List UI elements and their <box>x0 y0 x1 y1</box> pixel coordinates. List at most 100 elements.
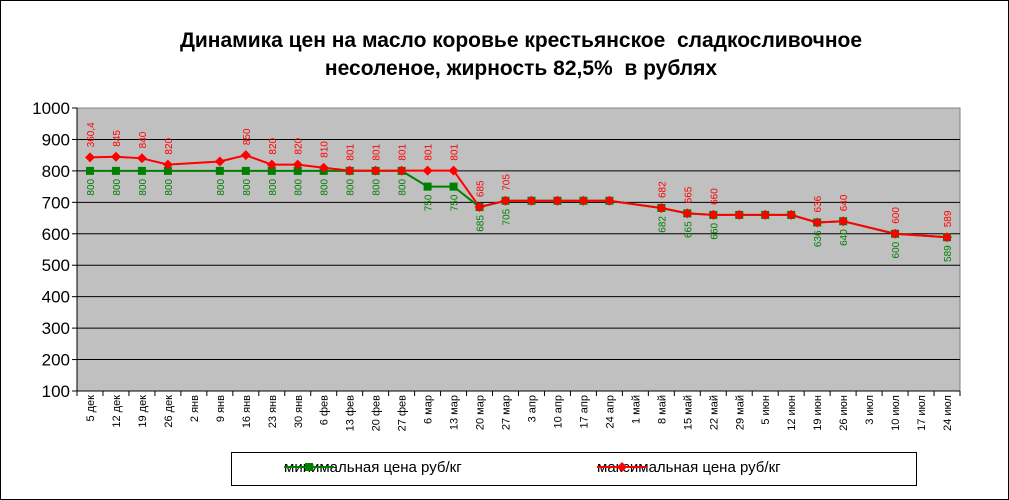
data-label-min: 800 <box>320 178 331 195</box>
x-tick-label: 17 июл <box>916 395 928 431</box>
data-label-max: 845 <box>112 130 123 147</box>
x-tick-label: 5 дек <box>85 395 97 422</box>
y-tick-label: 500 <box>42 256 70 275</box>
data-label-min: 665 <box>683 221 694 238</box>
data-label-max: 640 <box>839 194 850 211</box>
y-tick-label: 100 <box>42 382 70 401</box>
data-point-max <box>474 202 485 213</box>
data-point-max <box>136 153 147 164</box>
x-tick-label: 26 июн <box>838 395 850 431</box>
legend-swatch-min <box>284 463 334 471</box>
data-label-max: 685 <box>476 180 487 197</box>
data-point-max <box>682 208 693 219</box>
data-label-min: 800 <box>86 178 97 195</box>
x-tick-label: 9 янв <box>215 395 227 422</box>
data-point-min <box>449 182 458 191</box>
data-point-max <box>812 217 823 228</box>
x-tick-label: 6 фев <box>319 395 331 425</box>
data-label-min: 636 <box>813 230 824 247</box>
data-point-max <box>396 165 407 176</box>
x-tick-label: 20 фев <box>371 395 383 431</box>
legend-item-min: минимальная цена руб/кг <box>284 459 462 476</box>
x-tick-label: 29 май <box>734 395 746 430</box>
data-label-min: 800 <box>112 178 123 195</box>
data-label-max: 801 <box>424 143 435 160</box>
y-tick-label: 900 <box>42 130 70 149</box>
data-label-max: 660 <box>709 188 720 205</box>
y-tick-label: 200 <box>42 351 70 370</box>
data-label-min: 682 <box>657 216 668 233</box>
data-point-max <box>292 159 303 170</box>
x-tick-label: 22 май <box>708 395 720 430</box>
data-point-min <box>163 166 172 175</box>
data-label-min: 800 <box>216 178 227 195</box>
data-point-min <box>423 182 432 191</box>
data-label-max: 801 <box>372 143 383 160</box>
data-label-min: 750 <box>450 194 461 211</box>
data-label-min: 600 <box>891 241 902 258</box>
x-tick-label: 30 янв <box>293 395 305 428</box>
x-tick-label: 6 мар <box>423 395 435 424</box>
data-point-max <box>942 232 953 243</box>
data-label-max: 840 <box>138 131 149 148</box>
x-tick-label: 10 июл <box>890 395 902 431</box>
data-label-max: 600 <box>891 207 902 224</box>
x-tick-label: 12 июн <box>786 395 798 431</box>
data-label-max: 665 <box>683 186 694 203</box>
data-point-max <box>266 159 277 170</box>
data-point-min <box>293 166 302 175</box>
x-tick-label: 3 июл <box>864 395 876 425</box>
data-point-max <box>656 202 667 213</box>
x-tick-label: 16 янв <box>241 395 253 428</box>
data-point-max <box>110 151 121 162</box>
data-label-min: 750 <box>424 194 435 211</box>
y-tick-label: 1000 <box>32 99 70 118</box>
data-point-max <box>604 195 615 206</box>
x-tick-label: 15 май <box>682 395 694 430</box>
data-label-min: 800 <box>372 178 383 195</box>
x-tick-label: 19 июн <box>812 395 824 431</box>
data-point-max <box>786 209 797 220</box>
data-point-max <box>344 165 355 176</box>
data-label-max: 820 <box>294 137 305 154</box>
x-tick-label: 17 апр <box>578 395 590 428</box>
x-tick-label: 19 дек <box>137 395 149 428</box>
x-tick-label: 24 апр <box>604 395 616 428</box>
data-point-max <box>526 195 537 206</box>
data-point-max <box>214 156 225 167</box>
y-tick-label: 800 <box>42 162 70 181</box>
data-label-min: 800 <box>268 178 279 195</box>
data-point-min <box>111 166 120 175</box>
x-tick-label: 13 мар <box>449 395 461 430</box>
x-tick-label: 27 мар <box>501 395 513 430</box>
data-label-min: 705 <box>502 208 513 225</box>
data-label-min: 685 <box>476 215 487 232</box>
y-tick-label: 700 <box>42 193 70 212</box>
data-label-min: 800 <box>164 178 175 195</box>
plot-area <box>76 107 961 392</box>
x-tick-label: 13 фев <box>345 395 357 431</box>
legend: минимальная цена руб/кг максимальная цен… <box>231 452 917 486</box>
chart-title-line-2: несоленое, жирность 82,5% в рублях <box>324 57 718 80</box>
data-label-max: 810 <box>320 141 331 158</box>
x-tick-label: 1 май <box>630 395 642 424</box>
data-label-max: 820 <box>164 137 175 154</box>
y-tick-label: 300 <box>42 319 70 338</box>
data-point-max <box>500 195 511 206</box>
data-point-max <box>760 209 771 220</box>
data-label-min: 800 <box>346 178 357 195</box>
x-tick-label: 26 дек <box>163 395 175 428</box>
x-tick-label: 5 июн <box>760 395 772 425</box>
legend-label-min: минимальная цена руб/кг <box>284 459 462 476</box>
y-tick-label: 400 <box>42 288 70 307</box>
data-point-min <box>267 166 276 175</box>
data-point-min <box>241 166 250 175</box>
y-tick-label: 600 <box>42 225 70 244</box>
chart-title-line-1: Динамика цен на масло коровье крестьянск… <box>179 29 863 52</box>
data-label-max: 636 <box>813 195 824 212</box>
x-tick-label: 27 фев <box>397 395 409 431</box>
data-label-max: 705 <box>502 174 513 191</box>
data-label-max: 801 <box>398 143 409 160</box>
